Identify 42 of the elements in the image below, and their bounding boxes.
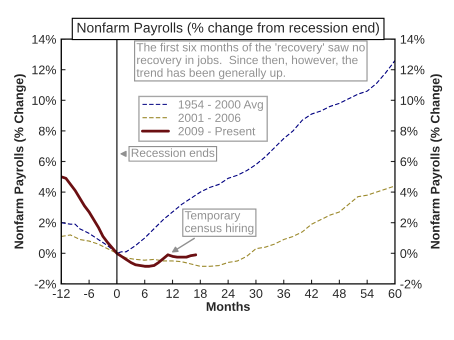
y2-axis-title: Nonfarm Payrolls (% Change) — [430, 74, 442, 249]
y2-tick-label: 2% — [400, 218, 418, 228]
y2-tick-label: 14% — [400, 34, 424, 44]
chart-title: Nonfarm Payrolls (% change from recession end) — [78, 22, 379, 36]
y2-tick-label: 10% — [400, 96, 424, 105]
annotation: Temporary census hiring — [184, 211, 254, 235]
x-tick-label: -12 — [52, 289, 70, 298]
legend-label: 2009 - Present — [178, 126, 256, 136]
y-tick-label: 12% — [32, 66, 56, 74]
y-tick-label: 14% — [32, 34, 56, 44]
y-tick-label: 10% — [32, 96, 56, 105]
x-tick-label: 24 — [222, 289, 235, 298]
y2-tick-label: 0% — [400, 249, 418, 258]
x-tick-label: 36 — [277, 289, 290, 298]
x-tick-label: -6 — [84, 289, 94, 298]
x-tick-label: 60 — [388, 289, 402, 298]
legend-label: 1954 - 2000 Avg — [178, 100, 263, 111]
y-tick-label: -2% — [34, 280, 56, 289]
x-tick-label: 48 — [332, 289, 346, 298]
legend-label: 2001 - 2006 — [178, 114, 240, 122]
y-tick-label: 6% — [38, 157, 56, 166]
y-tick-label: 2% — [38, 218, 56, 228]
y2-tick-label: 4% — [400, 188, 418, 197]
y2-tick-label: 6% — [400, 157, 418, 166]
x-tick-label: 12 — [166, 289, 179, 298]
ref-line-label: Recession ends — [132, 148, 214, 158]
x-tick-label: 42 — [304, 289, 318, 298]
x-tick-label: 30 — [249, 289, 262, 298]
x-tick-label: 6 — [142, 289, 148, 298]
annotation: The first six months of the 'recovery' saw no recovery in jobs. Since then, however, the trend has been generally up. — [136, 42, 365, 80]
y2-tick-label: 12% — [400, 66, 424, 74]
y2-tick-label: -2% — [400, 280, 422, 289]
line-series — [61, 185, 395, 267]
y-tick-label: 0% — [38, 249, 56, 258]
y2-tick-label: 8% — [400, 126, 418, 136]
y-tick-label: 4% — [38, 188, 56, 197]
x-tick-label: 0 — [114, 289, 120, 298]
y-axis-title: Nonfarm Payrolls (% Change) — [14, 74, 26, 249]
x-tick-label: 18 — [194, 289, 207, 298]
x-axis-title: Months — [206, 302, 250, 311]
y-tick-label: 8% — [38, 126, 56, 136]
x-tick-label: 54 — [360, 289, 374, 298]
